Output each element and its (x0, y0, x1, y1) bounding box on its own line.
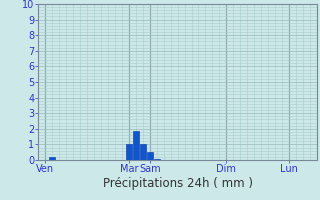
Bar (133, 131, 139, 160)
Bar (49, 157, 55, 160)
Bar (126, 144, 132, 160)
Bar (154, 159, 160, 160)
X-axis label: Précipitations 24h ( mm ): Précipitations 24h ( mm ) (103, 177, 252, 190)
Bar (147, 152, 153, 160)
Bar (140, 144, 146, 160)
